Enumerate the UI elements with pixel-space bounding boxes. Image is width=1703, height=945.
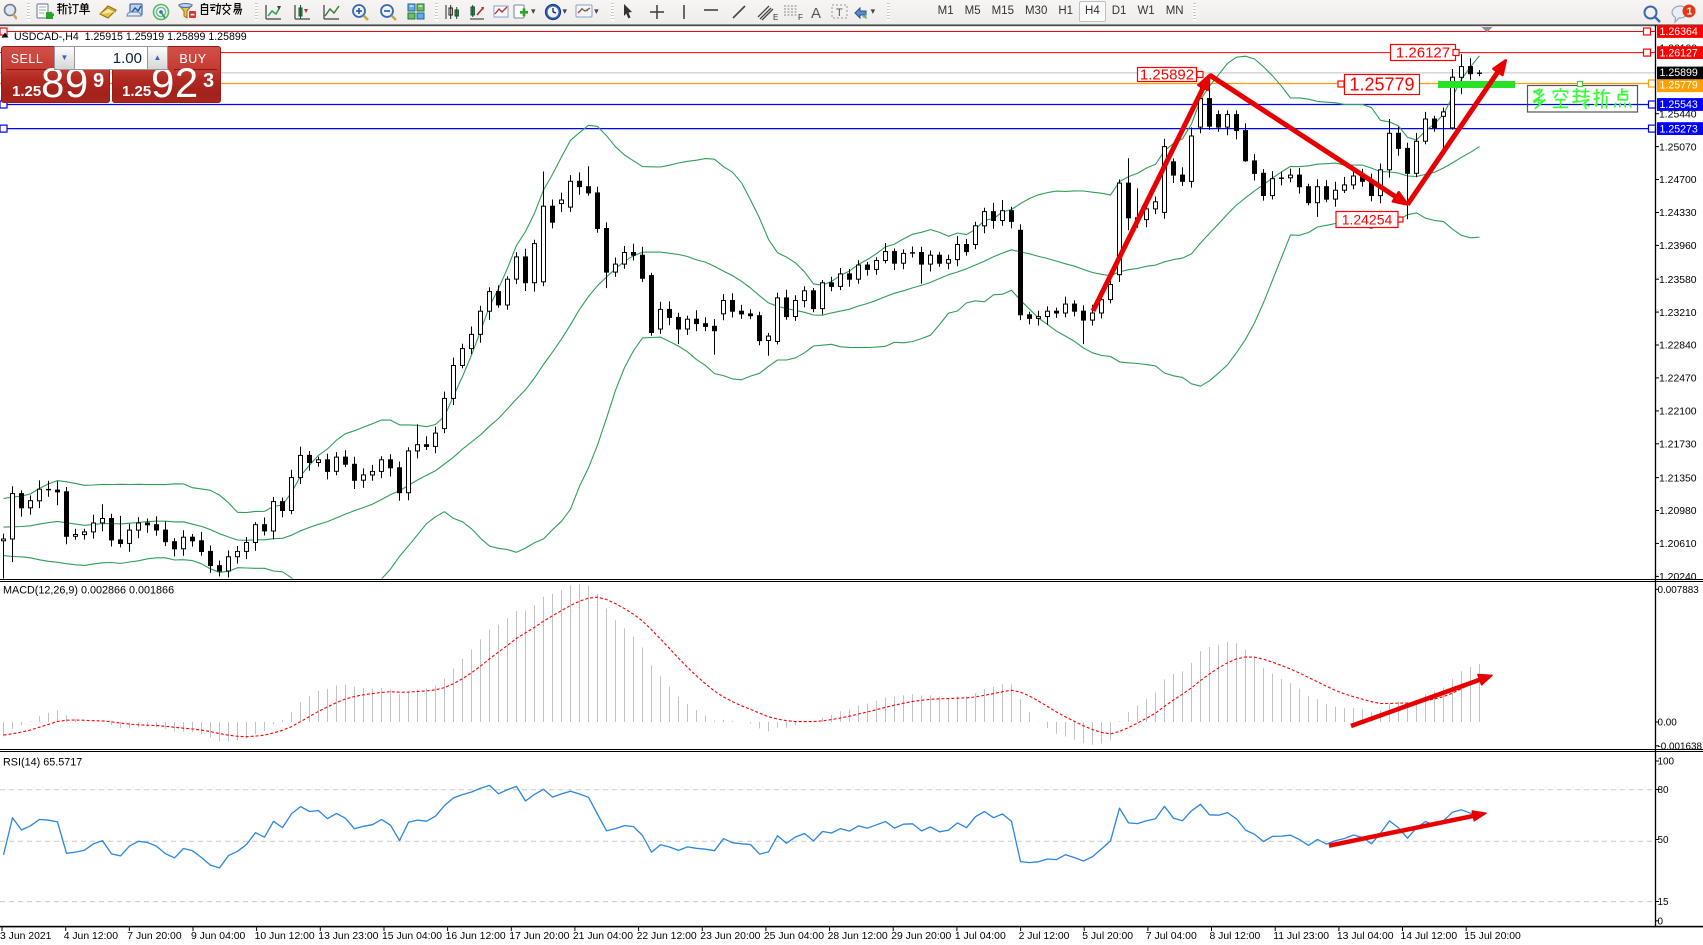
svg-text:1.24254: 1.24254 bbox=[1342, 211, 1393, 227]
svg-text:8 Jul 12:00: 8 Jul 12:00 bbox=[1210, 931, 1261, 942]
svg-text:1.24700: 1.24700 bbox=[1659, 175, 1697, 186]
svg-text:3 Jun 2021: 3 Jun 2021 bbox=[0, 931, 52, 942]
svg-text:RSI(14) 65.5717: RSI(14) 65.5717 bbox=[3, 756, 82, 768]
svg-text:1.25070: 1.25070 bbox=[1659, 142, 1697, 153]
svg-text:1.20240: 1.20240 bbox=[1659, 572, 1697, 583]
svg-text:50: 50 bbox=[1658, 835, 1669, 846]
svg-text:15 Jun 04:00: 15 Jun 04:00 bbox=[382, 931, 442, 942]
svg-text:9 Jun 04:00: 9 Jun 04:00 bbox=[191, 931, 246, 942]
svg-text:1.22470: 1.22470 bbox=[1659, 374, 1697, 385]
svg-text:23 Jun 20:00: 23 Jun 20:00 bbox=[700, 931, 760, 942]
svg-text:1.25899: 1.25899 bbox=[1660, 67, 1698, 79]
svg-text:MACD(12,26,9) 0.002866 0.00186: MACD(12,26,9) 0.002866 0.001866 bbox=[3, 584, 174, 596]
svg-text:15: 15 bbox=[1658, 897, 1669, 908]
svg-text:2 Jul 12:00: 2 Jul 12:00 bbox=[1019, 931, 1070, 942]
svg-text:25 Jun 04:00: 25 Jun 04:00 bbox=[764, 931, 824, 942]
svg-text:15 Jul 20:00: 15 Jul 20:00 bbox=[1464, 931, 1521, 942]
svg-text:1.24330: 1.24330 bbox=[1659, 208, 1697, 219]
svg-text:1.25543: 1.25543 bbox=[1660, 99, 1698, 111]
svg-text:1.21730: 1.21730 bbox=[1659, 440, 1697, 451]
svg-text:10 Jun 12:00: 10 Jun 12:00 bbox=[255, 931, 315, 942]
svg-text:13 Jun 23:00: 13 Jun 23:00 bbox=[318, 931, 378, 942]
svg-text:1: 1 bbox=[1687, 7, 1693, 18]
svg-text:1.21350: 1.21350 bbox=[1659, 473, 1697, 484]
svg-text:E: E bbox=[773, 13, 778, 21]
svg-text:F: F bbox=[798, 13, 803, 21]
svg-text:1.25779: 1.25779 bbox=[1660, 80, 1698, 92]
svg-text:USDCAD-,H4 1.25915 1.25919 1.: USDCAD-,H4 1.25915 1.25919 1.25899 1.258… bbox=[14, 31, 247, 43]
svg-text:28 Jun 12:00: 28 Jun 12:00 bbox=[828, 931, 888, 942]
svg-text:T: T bbox=[836, 7, 843, 19]
svg-text:0: 0 bbox=[1658, 916, 1664, 927]
svg-text:1.23960: 1.23960 bbox=[1659, 241, 1697, 252]
svg-text:1.26364: 1.26364 bbox=[1660, 26, 1698, 38]
svg-text:A: A bbox=[811, 5, 821, 21]
svg-text:-0.001638: -0.001638 bbox=[1658, 741, 1703, 752]
svg-text:21 Jun 04:00: 21 Jun 04:00 bbox=[573, 931, 633, 942]
svg-text:1.26127: 1.26127 bbox=[1396, 45, 1450, 62]
svg-text:1.25440: 1.25440 bbox=[1659, 109, 1697, 120]
svg-text:4 Jun 12:00: 4 Jun 12:00 bbox=[64, 931, 119, 942]
svg-text:14 Jul 12:00: 14 Jul 12:00 bbox=[1401, 931, 1458, 942]
svg-text:7 Jun 20:00: 7 Jun 20:00 bbox=[127, 931, 182, 942]
svg-text:1.23210: 1.23210 bbox=[1659, 308, 1697, 319]
svg-text:1.20610: 1.20610 bbox=[1659, 539, 1697, 550]
svg-text:7 Jul 04:00: 7 Jul 04:00 bbox=[1146, 931, 1197, 942]
svg-text:1.20980: 1.20980 bbox=[1659, 506, 1697, 517]
svg-text:29 Jun 20:00: 29 Jun 20:00 bbox=[891, 931, 951, 942]
svg-text:1.25273: 1.25273 bbox=[1660, 123, 1698, 135]
svg-text:1.25779: 1.25779 bbox=[1349, 75, 1414, 95]
svg-text:1.22840: 1.22840 bbox=[1659, 341, 1697, 352]
svg-text:22 Jun 12:00: 22 Jun 12:00 bbox=[637, 931, 697, 942]
svg-text:16 Jun 12:00: 16 Jun 12:00 bbox=[446, 931, 506, 942]
svg-text:0.007883: 0.007883 bbox=[1658, 585, 1700, 596]
svg-text:11 Jul 23:00: 11 Jul 23:00 bbox=[1273, 931, 1329, 942]
svg-text:1 Jul 04:00: 1 Jul 04:00 bbox=[955, 931, 1006, 942]
svg-text:1.22100: 1.22100 bbox=[1659, 407, 1697, 418]
svg-text:1.25892: 1.25892 bbox=[1140, 67, 1194, 84]
svg-text:1.23580: 1.23580 bbox=[1659, 275, 1697, 286]
svg-text:17 Jun 20:00: 17 Jun 20:00 bbox=[509, 931, 569, 942]
svg-text:13 Jul 04:00: 13 Jul 04:00 bbox=[1337, 931, 1394, 942]
svg-text:80: 80 bbox=[1658, 785, 1669, 796]
svg-text:1.26127: 1.26127 bbox=[1660, 47, 1698, 59]
svg-text:100: 100 bbox=[1658, 757, 1675, 768]
svg-text:5 Jul 20:00: 5 Jul 20:00 bbox=[1082, 931, 1133, 942]
svg-text:0.00: 0.00 bbox=[1658, 718, 1678, 729]
